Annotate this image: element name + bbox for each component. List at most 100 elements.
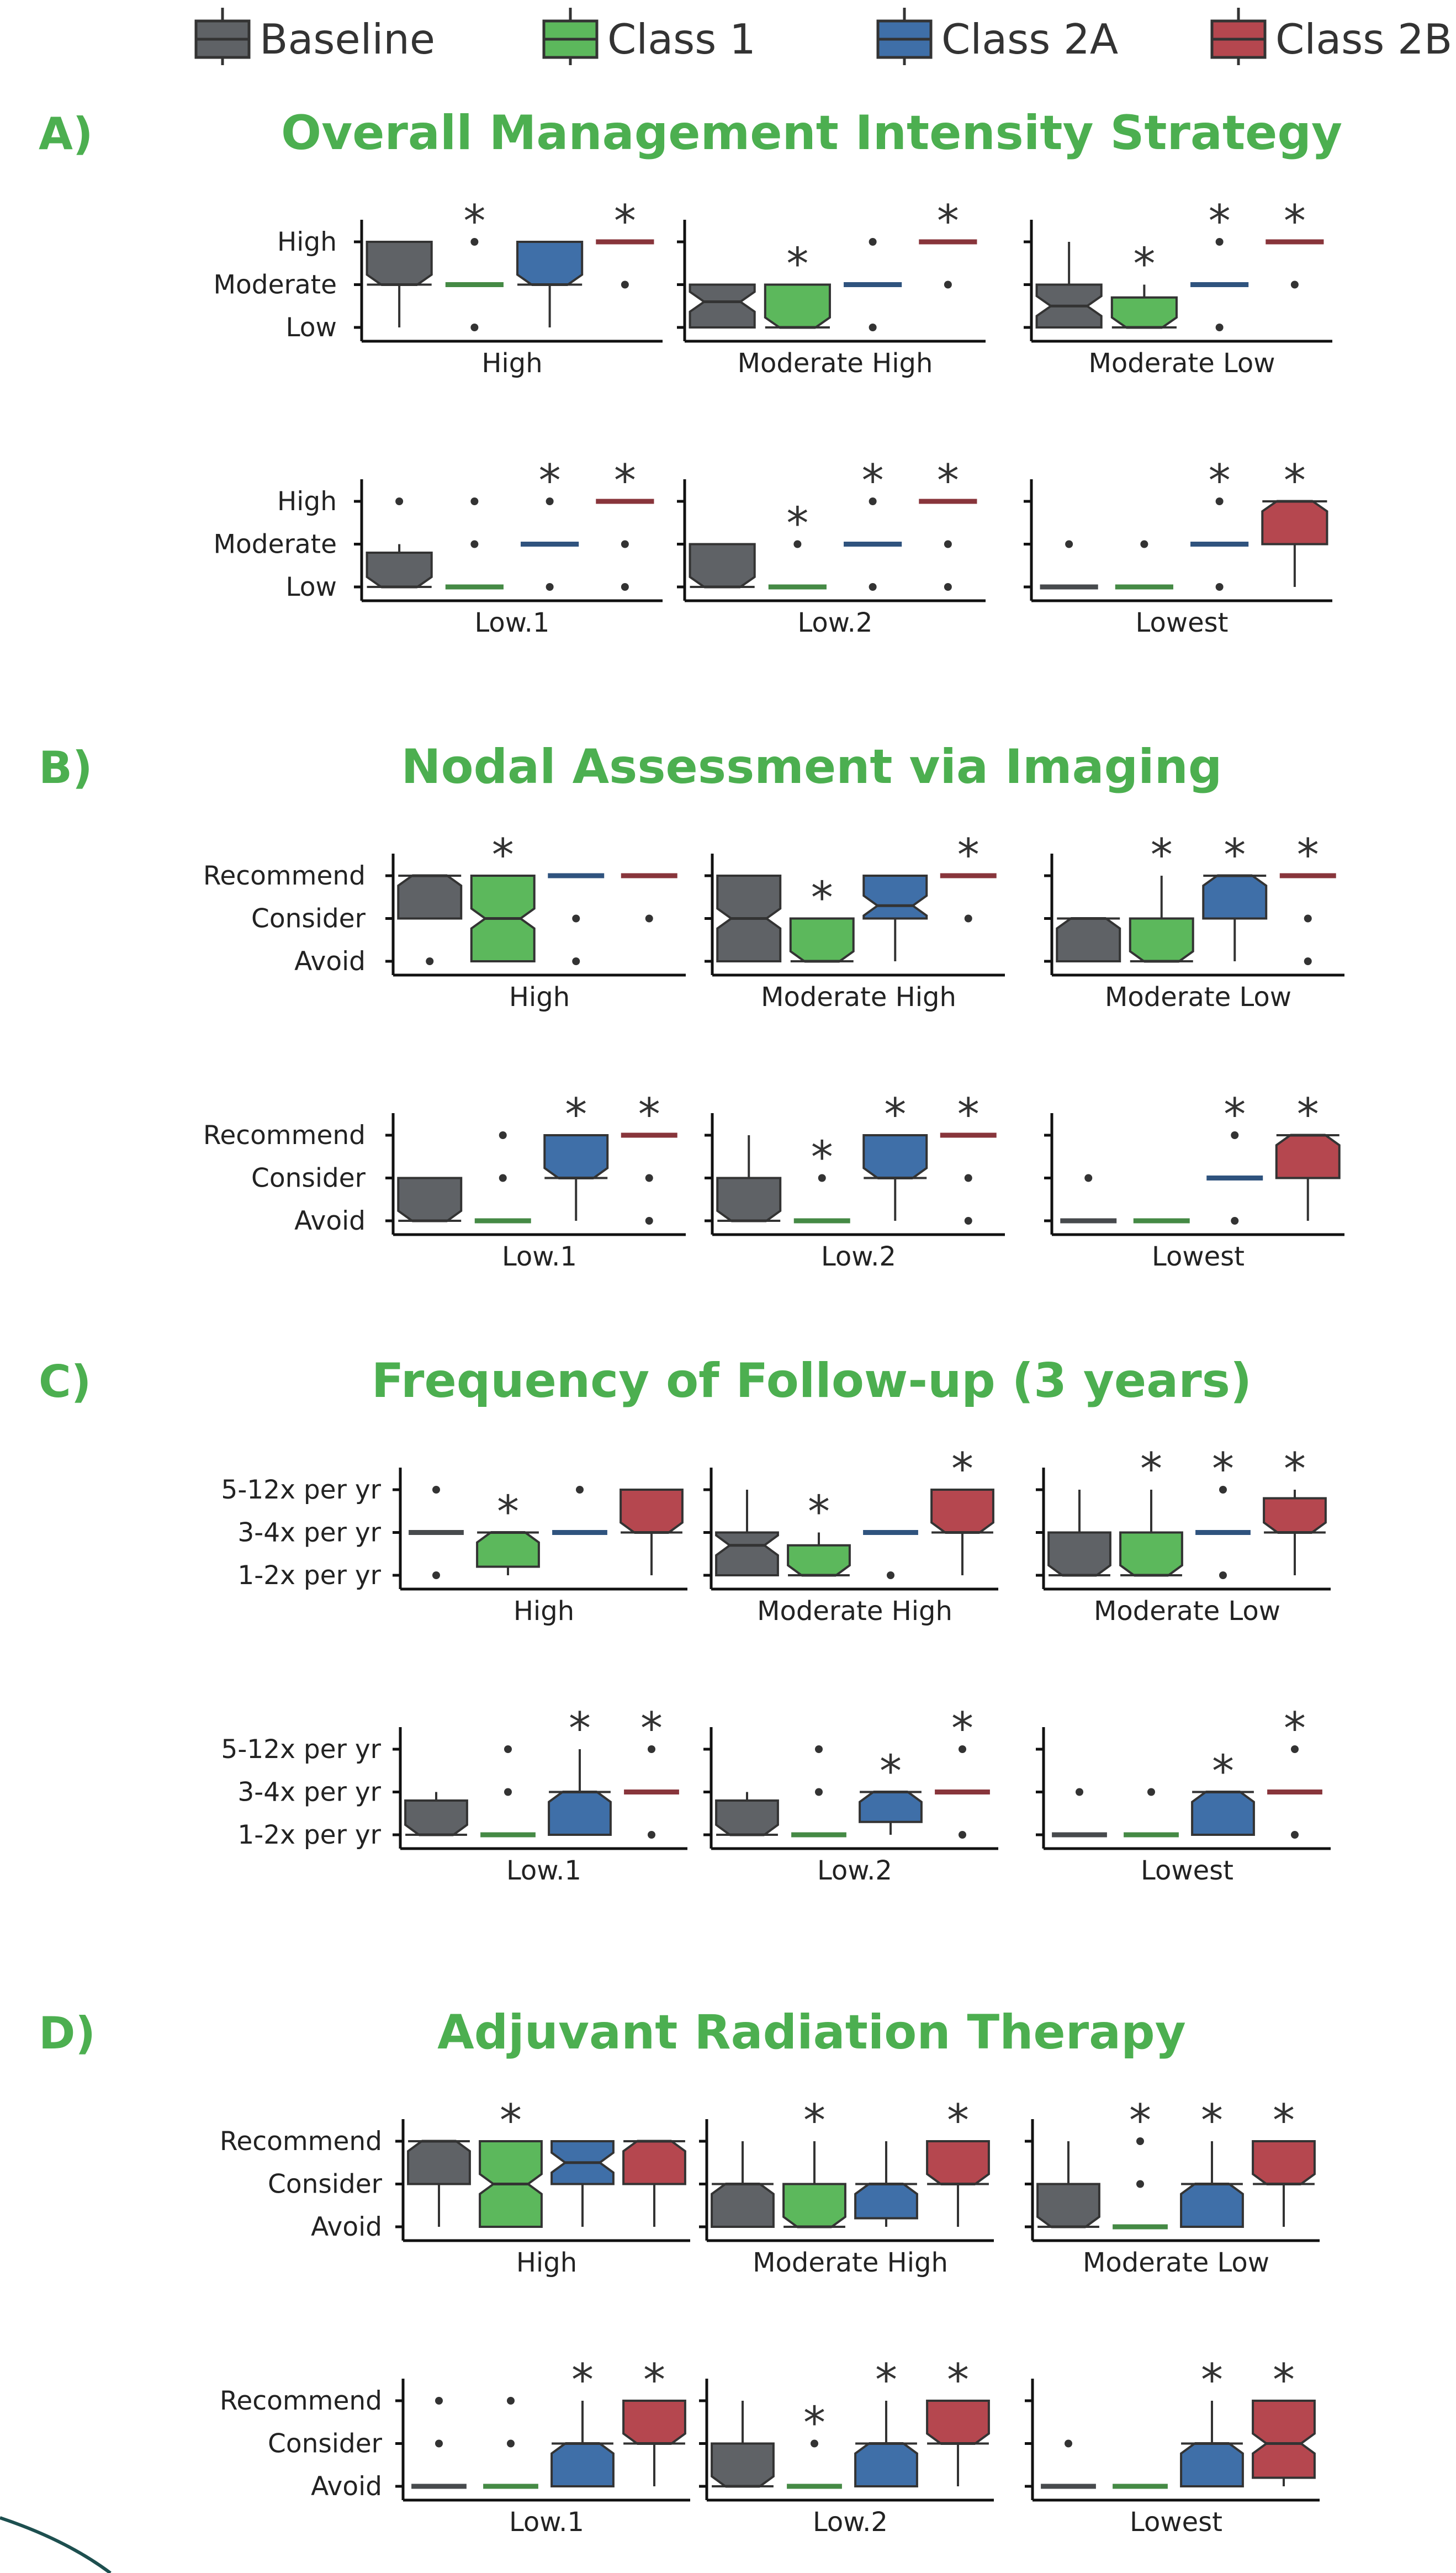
outlier-point — [1304, 914, 1312, 923]
box-class-2a: * — [1195, 1443, 1251, 1579]
box-body — [397, 1177, 463, 1222]
box-baseline — [366, 497, 433, 589]
outlier-point — [1231, 1131, 1239, 1139]
panel-moderate-high: Moderate High * * — [705, 829, 1005, 1013]
box-class-2b: * — [919, 195, 977, 289]
box-baseline — [1052, 1788, 1107, 1838]
box-class-2a: * — [521, 455, 579, 591]
box-class-2a: * — [1202, 829, 1268, 961]
y-tick-label: 5-12x per yr — [221, 1734, 381, 1765]
legend-label: Class 1 — [607, 15, 756, 63]
box-body — [1191, 1791, 1255, 1836]
box-body — [789, 917, 855, 962]
significance-star: * — [811, 1132, 833, 1183]
box-body — [1110, 296, 1178, 329]
y-tick-label: Consider — [268, 2429, 383, 2459]
outlier-point — [1215, 238, 1224, 246]
box-baseline — [1041, 2439, 1096, 2489]
section-letter: D) — [39, 2008, 96, 2059]
panel-title: High — [513, 1596, 574, 1627]
panel-low-2: Low.2 * * * — [705, 1089, 1005, 1272]
significance-star: * — [786, 239, 808, 290]
significance-star: * — [500, 2095, 522, 2146]
outlier-point — [432, 1571, 440, 1579]
significance-star: * — [1284, 455, 1306, 506]
outlier-point — [1076, 1788, 1083, 1796]
panel-low-2: Low.2 * * * — [699, 2354, 994, 2538]
box-baseline — [711, 2401, 775, 2488]
significance-star: * — [497, 1486, 519, 1538]
significance-star: * — [1297, 829, 1319, 881]
box-class-1: * — [787, 1486, 851, 1577]
y-tick-label: High — [277, 227, 337, 257]
outlier-point — [1136, 2180, 1144, 2188]
box-class-2a — [550, 2140, 615, 2227]
box-baseline — [397, 1177, 463, 1222]
box-body — [622, 2140, 686, 2185]
outlier-point — [645, 1174, 653, 1182]
box-body — [548, 1791, 612, 1836]
panel-low-1: Recommend Consider Avoid Low.1 * * — [220, 2354, 690, 2538]
box-baseline — [689, 543, 756, 589]
panel-title: Low.1 — [506, 1855, 581, 1886]
legend-label: Class 2B — [1275, 15, 1452, 63]
box-class-2b: * — [1267, 1703, 1322, 1839]
box-baseline — [404, 1792, 468, 1836]
box-class-2b — [622, 2140, 686, 2227]
significance-star: * — [880, 1746, 902, 1797]
significance-star: * — [492, 829, 514, 881]
outlier-point — [470, 540, 479, 548]
box-class-2a — [862, 875, 928, 961]
outlier-point — [470, 238, 479, 246]
box-class-1: * — [1119, 1443, 1183, 1577]
outlier-point — [621, 583, 629, 591]
box-body — [1261, 500, 1328, 546]
box-body — [1275, 1134, 1341, 1179]
box-body — [711, 2442, 775, 2487]
box-body — [1263, 1497, 1327, 1534]
box-body — [1047, 1531, 1111, 1576]
box-body — [715, 1799, 779, 1836]
significance-star: * — [1151, 829, 1173, 881]
outlier-point — [1231, 1217, 1239, 1225]
box-class-2a: * — [548, 1703, 612, 1836]
box-body — [543, 1134, 609, 1179]
outlier-point — [648, 1745, 655, 1753]
section-title: Nodal Assessment via Imaging — [401, 739, 1222, 795]
box-baseline — [366, 241, 433, 327]
significance-star: * — [957, 1089, 980, 1140]
box-class-2b: * — [1266, 195, 1324, 289]
box-class-2a: * — [844, 455, 902, 591]
box-baseline — [1060, 1174, 1117, 1224]
box-body — [1129, 917, 1194, 962]
significance-star: * — [947, 2354, 969, 2406]
outlier-point — [1304, 957, 1312, 965]
significance-star: * — [803, 2095, 825, 2146]
panel-title: Moderate High — [738, 348, 933, 379]
significance-star: * — [1273, 2095, 1295, 2146]
section-letter: B) — [39, 742, 93, 793]
box-body — [930, 1489, 994, 1534]
box-class-1: * — [768, 498, 827, 590]
outlier-point — [959, 1831, 966, 1839]
outlier-point — [621, 540, 629, 548]
outlier-point — [1291, 1745, 1299, 1753]
box-class-2b — [621, 873, 677, 923]
legend-label: Class 2A — [941, 15, 1118, 63]
significance-star: * — [1212, 1746, 1234, 1797]
y-tick-label: Low — [285, 313, 337, 343]
panel-high: High Moderate Low High * * — [213, 195, 663, 379]
panel-title: Moderate Low — [1105, 982, 1291, 1013]
box-body — [1252, 2400, 1316, 2479]
box-class-2a — [516, 241, 584, 327]
box-body — [689, 543, 756, 588]
box-class-1 — [483, 2397, 538, 2489]
box-class-2b: * — [935, 1703, 990, 1839]
box-class-2a: * — [854, 2354, 918, 2487]
significance-star: * — [565, 1089, 587, 1140]
panel-low-1: High Moderate Low Low.1 * * — [213, 455, 663, 638]
box-class-2a — [863, 1530, 918, 1579]
panel-title: Low.1 — [502, 1241, 577, 1272]
box-class-2a: * — [1190, 195, 1249, 331]
outlier-point — [944, 280, 952, 289]
